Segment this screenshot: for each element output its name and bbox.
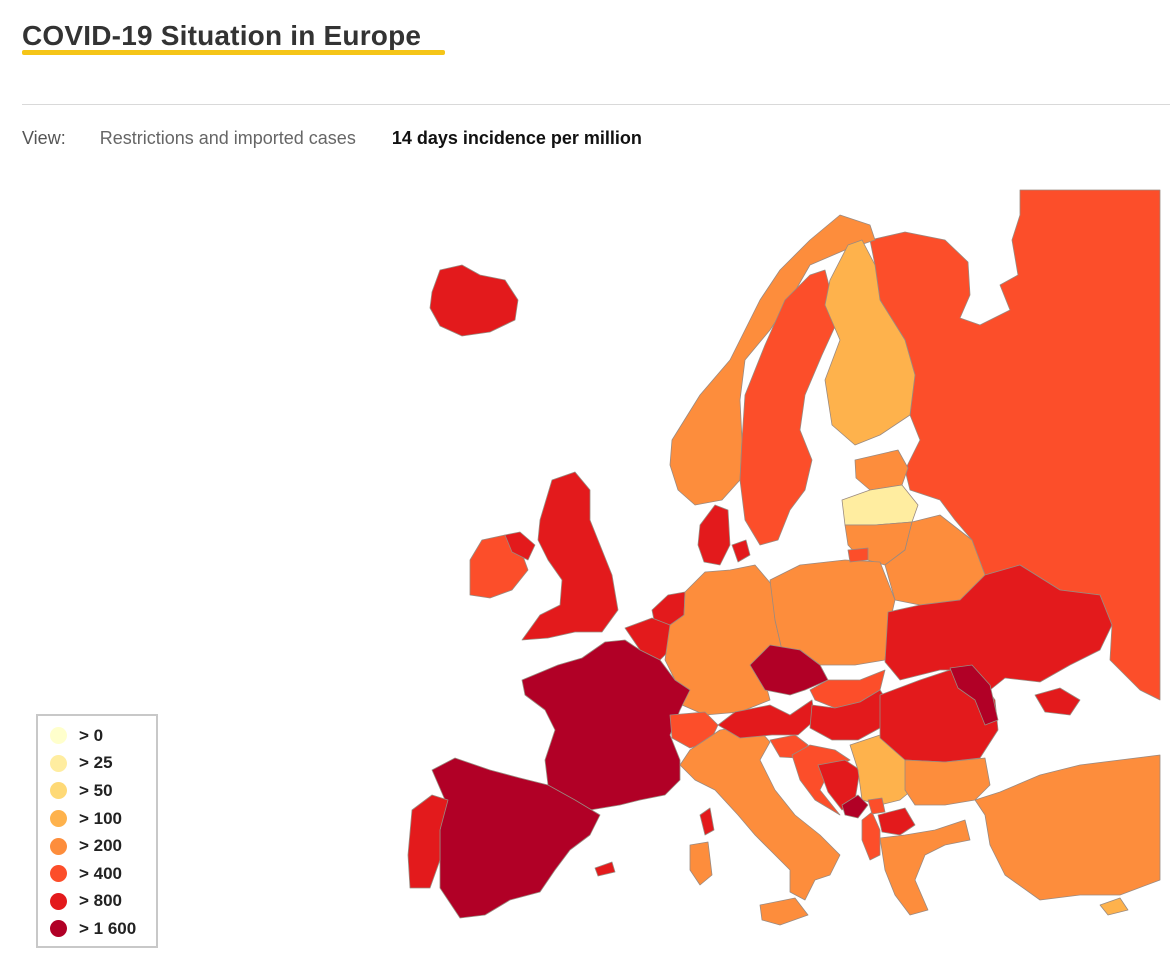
country-finland[interactable]: Finland xyxy=(824,239,916,446)
country-greece[interactable]: Greece xyxy=(879,819,971,916)
legend-label: > 1 600 xyxy=(79,918,137,938)
legend-swatch xyxy=(50,782,67,800)
legend-label: > 200 xyxy=(79,836,123,856)
country-ukraine[interactable]: Ukraine xyxy=(884,564,1113,691)
legend-item: > 800 xyxy=(50,888,156,916)
country-sweden[interactable]: Sweden xyxy=(739,269,839,546)
view-switcher: View: Restrictions and imported cases 14… xyxy=(22,128,678,158)
country-france[interactable]: France xyxy=(521,639,691,811)
country-turkey[interactable]: Turkey xyxy=(974,754,1161,901)
country-united-kingdom[interactable]: United Kingdom xyxy=(521,471,619,641)
country-denmark[interactable]: Denmark xyxy=(697,504,751,566)
country-sardinia[interactable]: Sardinia xyxy=(689,841,713,886)
country-sicily[interactable]: Sicily xyxy=(759,897,809,926)
legend-swatch xyxy=(50,920,67,938)
legend-item: > 100 xyxy=(50,805,156,833)
country-cyprus[interactable]: Cyprus xyxy=(1099,897,1129,916)
legend-item: > 50 xyxy=(50,777,156,805)
map-legend: > 0 > 25 > 50 > 100 > 200 > 400 > 800 > … xyxy=(36,714,158,948)
legend-label: > 400 xyxy=(79,863,123,883)
country-kaliningrad[interactable]: Kaliningrad xyxy=(847,547,869,563)
country-montenegro[interactable]: Montenegro xyxy=(841,794,869,819)
legend-item: > 200 xyxy=(50,832,156,860)
legend-item: > 400 xyxy=(50,860,156,888)
country-estonia[interactable]: Estonia xyxy=(854,449,909,491)
legend-swatch xyxy=(50,727,67,745)
country-bulgaria[interactable]: Bulgaria xyxy=(904,757,991,806)
country-north-macedonia[interactable]: North Macedonia xyxy=(877,807,916,836)
country-albania[interactable]: Albania xyxy=(861,811,881,861)
legend-item: > 1 600 xyxy=(50,915,156,943)
page-title: COVID-19 Situation in Europe xyxy=(22,20,422,51)
legend-item: > 25 xyxy=(50,750,156,778)
legend-label: > 25 xyxy=(79,753,113,773)
country-iceland[interactable]: Iceland xyxy=(429,264,519,337)
legend-label: > 0 xyxy=(79,725,104,745)
header-divider xyxy=(22,104,1170,105)
legend-swatch xyxy=(50,810,67,828)
country-norway[interactable]: Norway xyxy=(669,214,876,506)
country-italy[interactable]: Italy xyxy=(679,724,841,901)
legend-label: > 50 xyxy=(79,780,113,800)
tab-14-days-incidence-label: 14 days incidence per million xyxy=(391,128,642,148)
country-crimea[interactable]: Crimea xyxy=(1034,687,1081,716)
country-latvia[interactable]: Latvia xyxy=(841,484,919,526)
legend-swatch xyxy=(50,865,67,883)
tab-restrictions-imported-cases[interactable]: Restrictions and imported cases xyxy=(99,128,356,148)
country-northern-ireland[interactable]: Northern Ireland xyxy=(504,531,536,561)
legend-label: > 800 xyxy=(79,891,123,911)
title-underline xyxy=(22,50,445,55)
country-moldova[interactable]: Moldova xyxy=(949,664,999,726)
country-corsica[interactable]: Corsica xyxy=(699,807,715,836)
legend-label: > 100 xyxy=(79,808,123,828)
legend-swatch xyxy=(50,754,67,772)
view-label: View: xyxy=(22,128,66,148)
legend-swatch xyxy=(50,837,67,855)
country-balearic-islands[interactable]: Balearic Islands xyxy=(594,861,616,877)
country-kosovo[interactable]: Kosovo xyxy=(867,797,886,815)
legend-swatch xyxy=(50,892,67,910)
country-germany[interactable]: Germany xyxy=(664,564,783,716)
country-portugal[interactable]: Portugal xyxy=(407,794,449,889)
legend-item: > 0 xyxy=(50,722,156,750)
